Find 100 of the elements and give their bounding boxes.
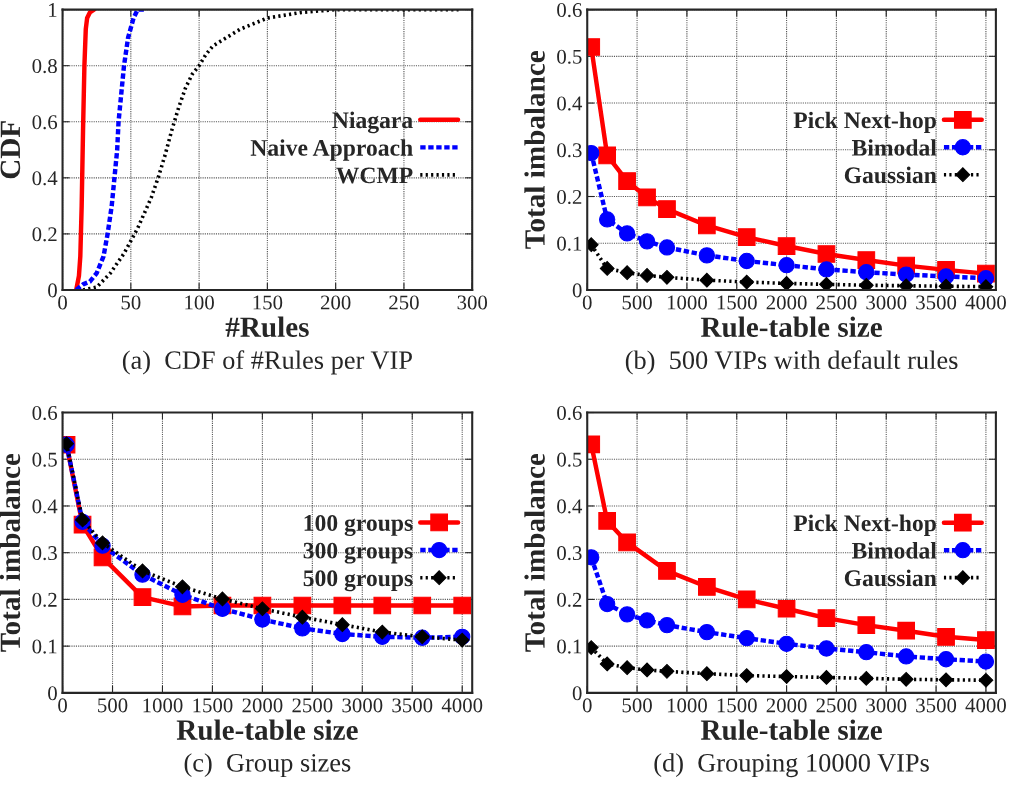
x-axis-title: Rule-table size xyxy=(176,719,358,740)
x-tick-label: 1000 xyxy=(143,698,183,713)
y-tick-label: 0.2 xyxy=(32,592,57,607)
x-tick-label: 3000 xyxy=(342,698,383,713)
x-tick-label: 1500 xyxy=(717,698,757,713)
point xyxy=(638,188,656,207)
y-tick-label: 1 xyxy=(49,3,57,17)
text: (d) Grouping 10000 VIPs xyxy=(654,753,929,778)
point xyxy=(133,588,152,606)
point xyxy=(938,672,954,688)
point xyxy=(817,245,836,263)
y-tick-label: 0.2 xyxy=(557,592,582,607)
y-axis-title: Total imbalance xyxy=(524,453,545,652)
x-tick-label: 2000 xyxy=(766,295,807,310)
x-tick-label: 50 xyxy=(121,295,141,310)
point xyxy=(777,599,796,618)
legend-label: WCMP xyxy=(336,167,413,184)
point xyxy=(658,616,676,634)
legend-label: Gaussian xyxy=(844,569,937,587)
y-tick-label: 0.3 xyxy=(557,546,582,561)
x-tick-label: 2000 xyxy=(242,698,283,713)
y-tick-label: 0.8 xyxy=(32,59,57,74)
y-tick-label: 0.5 xyxy=(557,452,582,467)
point xyxy=(737,590,756,609)
point xyxy=(599,656,615,672)
point xyxy=(334,617,350,633)
x-tick-label: 4000 xyxy=(965,698,1006,713)
x-tick-label: 500 xyxy=(98,698,128,713)
y-tick-label: 0.4 xyxy=(32,171,58,186)
point xyxy=(599,595,616,613)
legend-label: Pick Next-hop xyxy=(793,111,936,134)
x-tick-label: 3500 xyxy=(392,698,433,713)
x-tick-label: 1000 xyxy=(667,698,707,713)
point xyxy=(858,644,875,661)
x-tick-label: 3500 xyxy=(916,698,957,713)
point xyxy=(977,653,995,670)
y-tick-label: 0.5 xyxy=(557,49,582,64)
point xyxy=(819,276,834,290)
point xyxy=(618,225,636,242)
x-axis-title: #Rules xyxy=(225,316,309,338)
legend-label: 100 groups xyxy=(304,515,413,536)
x-tick-label: 3000 xyxy=(866,295,907,310)
x-axis-title: Rule-table size xyxy=(700,316,882,338)
point xyxy=(739,274,755,290)
y-tick-label: 0.6 xyxy=(32,115,58,130)
point xyxy=(333,596,352,615)
x-axis-title: Rule-table size xyxy=(700,719,882,740)
point xyxy=(817,609,836,627)
point xyxy=(699,666,715,682)
point xyxy=(454,632,470,648)
x-tick-label: 300 xyxy=(457,295,488,310)
y-tick-label: 0.4 xyxy=(32,499,58,514)
y-tick-label: 0.3 xyxy=(32,546,57,561)
point xyxy=(857,616,876,634)
point xyxy=(658,200,676,218)
y-tick-label: 0 xyxy=(48,283,57,298)
point xyxy=(819,670,834,685)
legend-label: Naive Approach xyxy=(250,139,413,161)
y-tick-label: 0.6 xyxy=(557,405,582,421)
point xyxy=(618,172,636,190)
y-tick-label: 0.2 xyxy=(32,227,57,242)
point xyxy=(699,272,715,288)
x-tick-label: 3000 xyxy=(866,698,907,713)
point xyxy=(413,596,432,615)
point xyxy=(897,621,916,640)
legend-label: 500 groups xyxy=(303,570,413,592)
y-tick-label: 0.1 xyxy=(32,639,57,654)
x-tick-label: 2000 xyxy=(766,698,807,713)
point xyxy=(638,233,656,250)
point xyxy=(135,563,150,579)
y-axis-title: Total imbalance xyxy=(0,453,21,652)
line-series xyxy=(73,9,97,290)
y-axis-title: CDF xyxy=(0,121,21,179)
x-tick-label: 250 xyxy=(389,295,419,310)
point xyxy=(937,651,955,668)
point xyxy=(738,630,755,647)
point xyxy=(598,512,617,530)
x-tick-label: 500 xyxy=(622,295,652,310)
point xyxy=(599,261,615,276)
point xyxy=(618,533,636,552)
x-tick-label: 500 xyxy=(622,698,652,713)
point xyxy=(658,562,676,580)
x-tick-label: 4000 xyxy=(441,698,483,713)
y-tick-label: 0.6 xyxy=(557,2,582,18)
point xyxy=(737,228,756,247)
x-tick-label: 150 xyxy=(253,295,283,310)
y-tick-label: 0.5 xyxy=(32,452,57,467)
legend-label: 300 groups xyxy=(303,542,413,564)
x-tick-label: 2500 xyxy=(292,698,333,713)
point xyxy=(599,211,616,228)
point xyxy=(175,579,190,595)
point xyxy=(937,627,955,646)
point xyxy=(618,606,636,623)
point xyxy=(858,264,875,281)
y-tick-label: 0 xyxy=(48,686,57,701)
point xyxy=(777,237,796,255)
point xyxy=(898,648,915,665)
text: (b) 500 VIPs with default rules xyxy=(625,350,958,375)
x-tick-label: 2500 xyxy=(816,295,857,310)
y-tick-label: 0.1 xyxy=(557,639,582,654)
